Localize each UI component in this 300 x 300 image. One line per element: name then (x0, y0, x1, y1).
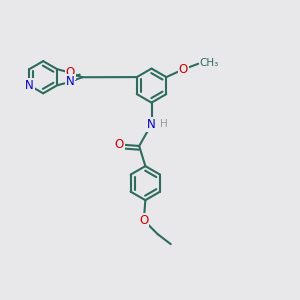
Text: N: N (147, 118, 156, 131)
Text: N: N (66, 75, 74, 88)
Text: CH₃: CH₃ (200, 58, 219, 68)
Text: N: N (25, 79, 34, 92)
Text: O: O (114, 138, 124, 151)
Text: O: O (139, 214, 148, 227)
Text: O: O (65, 66, 75, 79)
Text: O: O (179, 63, 188, 76)
Text: H: H (160, 119, 168, 129)
